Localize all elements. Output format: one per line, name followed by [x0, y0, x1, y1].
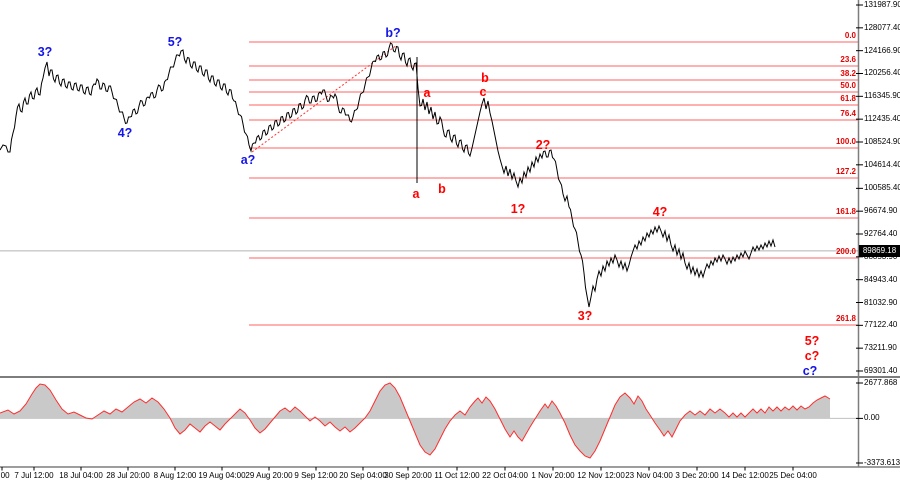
time-axis-label: 11 Oct 12:00	[434, 471, 480, 480]
price-axis-tick: 84943.40	[864, 274, 898, 284]
fib-level-label: 61.8	[840, 94, 856, 103]
fib-level-label: 38.2	[840, 69, 856, 78]
fib-level-label: 100.0	[835, 136, 856, 146]
oscillator-fill	[0, 383, 830, 458]
price-axis-tick: 120256.40	[864, 68, 900, 78]
oscillator-axis-tick: -3373.613	[864, 458, 900, 467]
price-axis-tick: 77122.40	[864, 320, 898, 330]
price-axis-tick: 92764.40	[864, 229, 898, 238]
price-axis-tick: 69301.40	[864, 366, 898, 375]
wave-label-a: a	[412, 187, 420, 201]
price-line	[0, 42, 776, 308]
time-axis-label: 19 Aug 04:00	[198, 471, 246, 480]
wave-label-bq: b?	[385, 26, 401, 40]
price-axis-tick: 124166.90	[864, 45, 900, 55]
time-axis-label: 28 Jul 20:00	[106, 471, 150, 480]
time-axis-label: 20 Sep 04:00	[339, 471, 387, 480]
time-axis-label: 18 Jul 04:00	[59, 471, 103, 480]
wave-label-4q: 4?	[652, 204, 668, 219]
price-axis-tick: 112435.40	[864, 114, 900, 124]
wave-label-4q: 4?	[117, 125, 133, 140]
time-axis-label: 30 Sep 20:00	[384, 471, 432, 480]
wave-label-2q: 2?	[535, 137, 551, 152]
fib-level-label: 50.0	[840, 80, 856, 90]
time-axis-label: 3 Dec 20:00	[675, 471, 719, 480]
price-axis-tick: 116345.90	[864, 91, 900, 101]
wave-label-aq: a?	[240, 153, 256, 167]
wave-label-1q: 1?	[510, 201, 526, 216]
wave-label-3q: 3?	[37, 44, 53, 59]
time-axis-label: 29 Aug 20:00	[245, 471, 293, 480]
fib-level-label: 261.8	[835, 314, 856, 323]
fib-level-label: 76.4	[840, 109, 856, 118]
price-axis-tick: 128077.40	[864, 22, 900, 32]
time-axis-label: 25 Dec 04:00	[769, 471, 817, 480]
time-axis-label: 12 Nov 12:00	[577, 471, 625, 480]
fib-level-label: 23.6	[840, 55, 856, 64]
time-axis-label: 22 Oct 04:00	[482, 471, 528, 480]
time-axis-label: 1 Nov 20:00	[531, 471, 575, 480]
time-axis-label: 9 Sep 12:00	[294, 471, 338, 480]
price-axis-tick: 100585.40	[864, 183, 900, 193]
fib-level-label: 161.8	[835, 206, 856, 216]
time-axis-label: 23 Nov 04:00	[625, 471, 673, 480]
current-price-badge: 89869.18	[859, 244, 900, 257]
wave-label-b: b	[438, 181, 446, 196]
time-axis-label: 7 Jul 12:00	[14, 471, 54, 480]
wave-label-b: b	[481, 70, 489, 85]
price-axis-tick: 104614.40	[864, 159, 900, 169]
oscillator-axis-tick: 2677.868	[864, 378, 898, 387]
price-axis-tick: 73211.90	[864, 343, 897, 353]
wave-label-a: a	[423, 86, 431, 100]
time-axis-label: 0:00	[0, 471, 10, 480]
fib-level-label: 127.2	[835, 166, 856, 176]
wave-label-3q: 3?	[577, 309, 593, 323]
time-axis-label: 8 Aug 12:00	[153, 471, 197, 480]
wave-label-c: c	[479, 85, 487, 99]
fib-level-label: 200.0	[835, 246, 856, 256]
fib-level-label: 0.0	[844, 31, 856, 40]
price-axis-tick: 108524.90	[864, 136, 900, 146]
oscillator-line	[0, 382, 831, 459]
time-axis-label: 14 Dec 12:00	[721, 471, 769, 480]
oscillator-axis-tick: 0.00	[864, 413, 880, 423]
price-axis-tick: 131987.90	[864, 0, 900, 9]
price-axis-tick: 96674.90	[864, 206, 898, 216]
wave-label-5q: 5?	[804, 333, 820, 348]
wave-label-5q: 5?	[167, 35, 183, 49]
wave-label-cq: c?	[804, 349, 820, 363]
wave-label-cq: c?	[802, 364, 818, 378]
price-axis-tick: 81032.90	[864, 297, 898, 307]
